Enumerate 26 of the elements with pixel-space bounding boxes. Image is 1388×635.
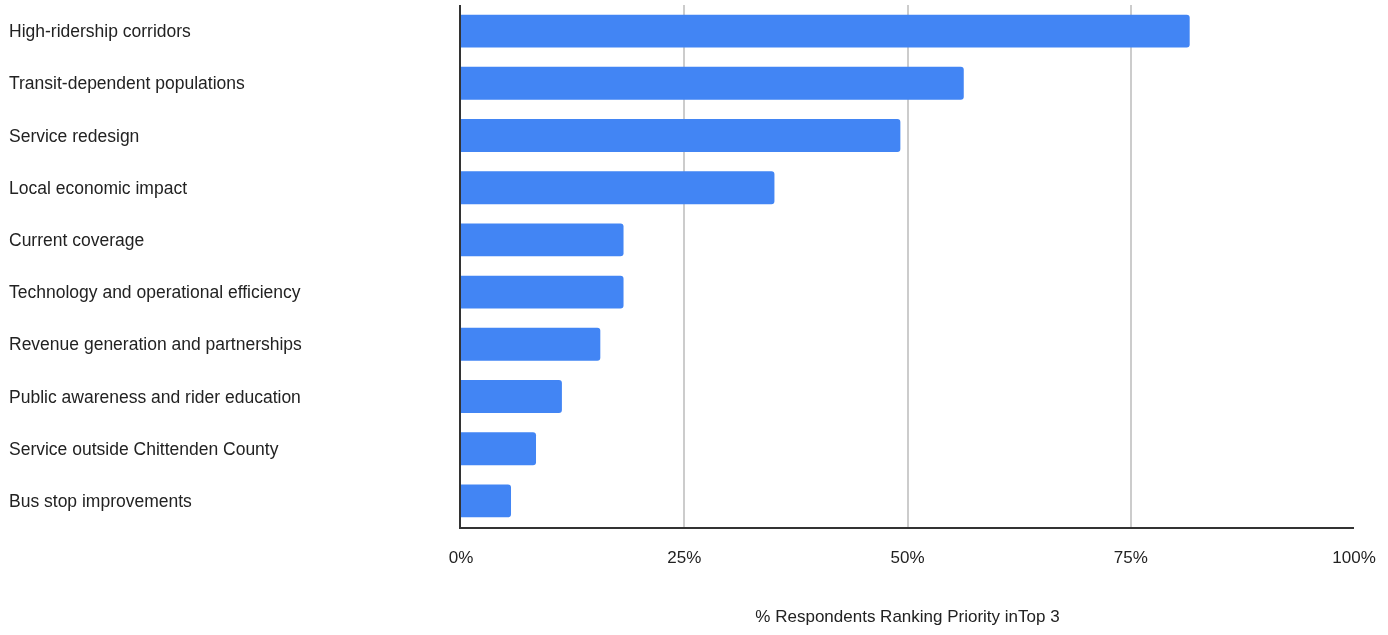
y-tick-label: Current coverage — [9, 230, 145, 250]
x-tick-label: 100% — [1332, 548, 1376, 568]
bar — [461, 484, 512, 518]
bar — [461, 380, 562, 413]
bar — [461, 275, 624, 309]
y-tick-label: Local economic impact — [9, 178, 188, 198]
bar — [461, 119, 901, 152]
y-tick-label: Service redesign — [9, 126, 140, 146]
bar — [461, 171, 775, 205]
x-tick-label: 0% — [448, 548, 474, 568]
x-axis-title: % Respondents Ranking Priority inTop 3 — [755, 607, 1060, 627]
bar — [461, 14, 1190, 48]
y-tick-label: Public awareness and rider education — [9, 387, 301, 407]
bar — [461, 327, 601, 361]
bar — [461, 432, 537, 466]
bar — [461, 223, 624, 257]
y-tick-label: Bus stop improvements — [9, 491, 193, 511]
y-tick-label: Service outside Chittenden County — [9, 439, 279, 459]
x-tick-label: 25% — [667, 548, 702, 568]
y-tick-label: High-ridership corridors — [9, 21, 192, 41]
x-tick-label: 50% — [890, 548, 925, 568]
x-tick-label: 75% — [1113, 548, 1148, 568]
bar — [461, 66, 964, 100]
y-tick-label: Transit-dependent populations — [9, 73, 246, 93]
y-tick-label: Technology and operational efficiency — [9, 282, 301, 302]
y-tick-label: Revenue generation and partnerships — [9, 334, 303, 354]
